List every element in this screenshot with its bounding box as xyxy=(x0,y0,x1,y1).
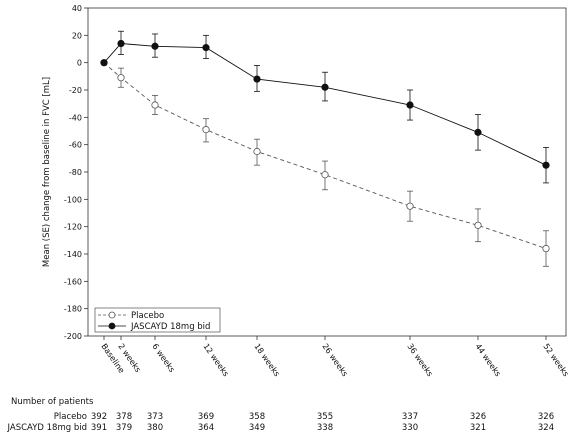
patients-count: 349 xyxy=(249,423,265,433)
patients-count: 379 xyxy=(116,423,132,433)
patients-count: 378 xyxy=(116,412,132,422)
data-point xyxy=(474,128,482,136)
legend-jascayd-label: JASCAYD 18mg bid xyxy=(130,322,210,332)
patients-table: Number of patients Placebo 392 378 373 369 35… xyxy=(7,397,555,433)
data-point xyxy=(202,126,210,134)
patients-count: 338 xyxy=(317,423,333,433)
legend-jascayd-marker xyxy=(108,322,116,330)
patients-count: 364 xyxy=(198,423,214,433)
patients-count: 373 xyxy=(147,412,163,422)
series-layer xyxy=(100,30,550,267)
y-tick-label: 20 xyxy=(72,31,82,40)
y-tick-label: -120 xyxy=(64,223,82,232)
data-point xyxy=(474,221,482,229)
y-tick-label: 40 xyxy=(72,4,82,13)
data-point xyxy=(253,75,261,83)
legend-box xyxy=(94,307,221,333)
patients-count: 355 xyxy=(317,412,333,422)
x-tick-label: 18 weeks xyxy=(252,342,281,378)
y-tick-label: -60 xyxy=(69,141,82,150)
data-point xyxy=(100,59,108,67)
y-tick-label: -40 xyxy=(69,113,82,122)
patients-count: 326 xyxy=(470,412,486,422)
y-tick-label: -200 xyxy=(64,332,82,341)
series-line xyxy=(103,43,547,166)
patients-title: Number of patients xyxy=(11,397,94,407)
x-tick-label: 6 weeks xyxy=(150,342,176,374)
y-tick-label: -20 xyxy=(69,86,82,95)
data-point xyxy=(321,171,329,179)
y-tick-label: -100 xyxy=(64,195,82,204)
y-axis: 40 20 0 -20 -40 -60 -80 -100 -120 -140 -160 -180 -20… xyxy=(64,4,88,341)
patients-count: 391 xyxy=(91,423,107,433)
x-tick-label: 26 weeks xyxy=(320,342,349,378)
patients-count: 330 xyxy=(402,423,418,433)
data-point xyxy=(406,202,414,210)
legend-placebo-marker xyxy=(108,311,116,319)
data-point xyxy=(406,101,414,109)
patients-count: 324 xyxy=(538,423,554,433)
series-placebo xyxy=(100,59,550,267)
legend-placebo-label: Placebo xyxy=(131,311,164,321)
y-tick-label: -140 xyxy=(64,250,82,259)
data-point xyxy=(202,44,210,52)
data-point xyxy=(542,161,550,169)
x-tick-label: 36 weeks xyxy=(405,342,434,378)
y-tick-label: 0 xyxy=(77,59,82,68)
patients-count: 369 xyxy=(198,412,214,422)
patients-count: 326 xyxy=(538,412,554,422)
y-axis-label: Mean (SE) change from baseline in FVC [m… xyxy=(42,77,52,267)
data-point xyxy=(117,74,125,82)
legend: Placebo JASCAYD 18mg bid xyxy=(94,307,221,333)
patients-row-label: Placebo xyxy=(54,412,87,422)
patients-rows: Placebo 392 378 373 369 358 355 337 326 326 JASCAY… xyxy=(7,412,555,433)
patients-count: 337 xyxy=(402,412,418,422)
data-point xyxy=(151,101,159,109)
data-point xyxy=(253,147,261,156)
data-point xyxy=(542,244,550,253)
patients-count: 380 xyxy=(147,423,163,433)
y-tick-label: -180 xyxy=(64,305,82,314)
x-tick-label: 44 weeks xyxy=(473,342,502,378)
patients-row-label: JASCAYD 18mg bid xyxy=(7,423,87,433)
patients-count: 392 xyxy=(91,412,107,422)
patients-count: 321 xyxy=(470,423,486,433)
y-tick-label: -80 xyxy=(69,168,82,177)
series-jascayd xyxy=(100,30,550,184)
patients-count: 358 xyxy=(249,412,265,422)
data-point xyxy=(151,42,159,50)
x-tick-label: 12 weeks xyxy=(201,342,230,378)
data-point xyxy=(321,83,329,91)
x-tick-label: 52 weeks xyxy=(541,342,570,378)
y-tick-label: -160 xyxy=(64,277,82,286)
data-point xyxy=(117,39,125,48)
